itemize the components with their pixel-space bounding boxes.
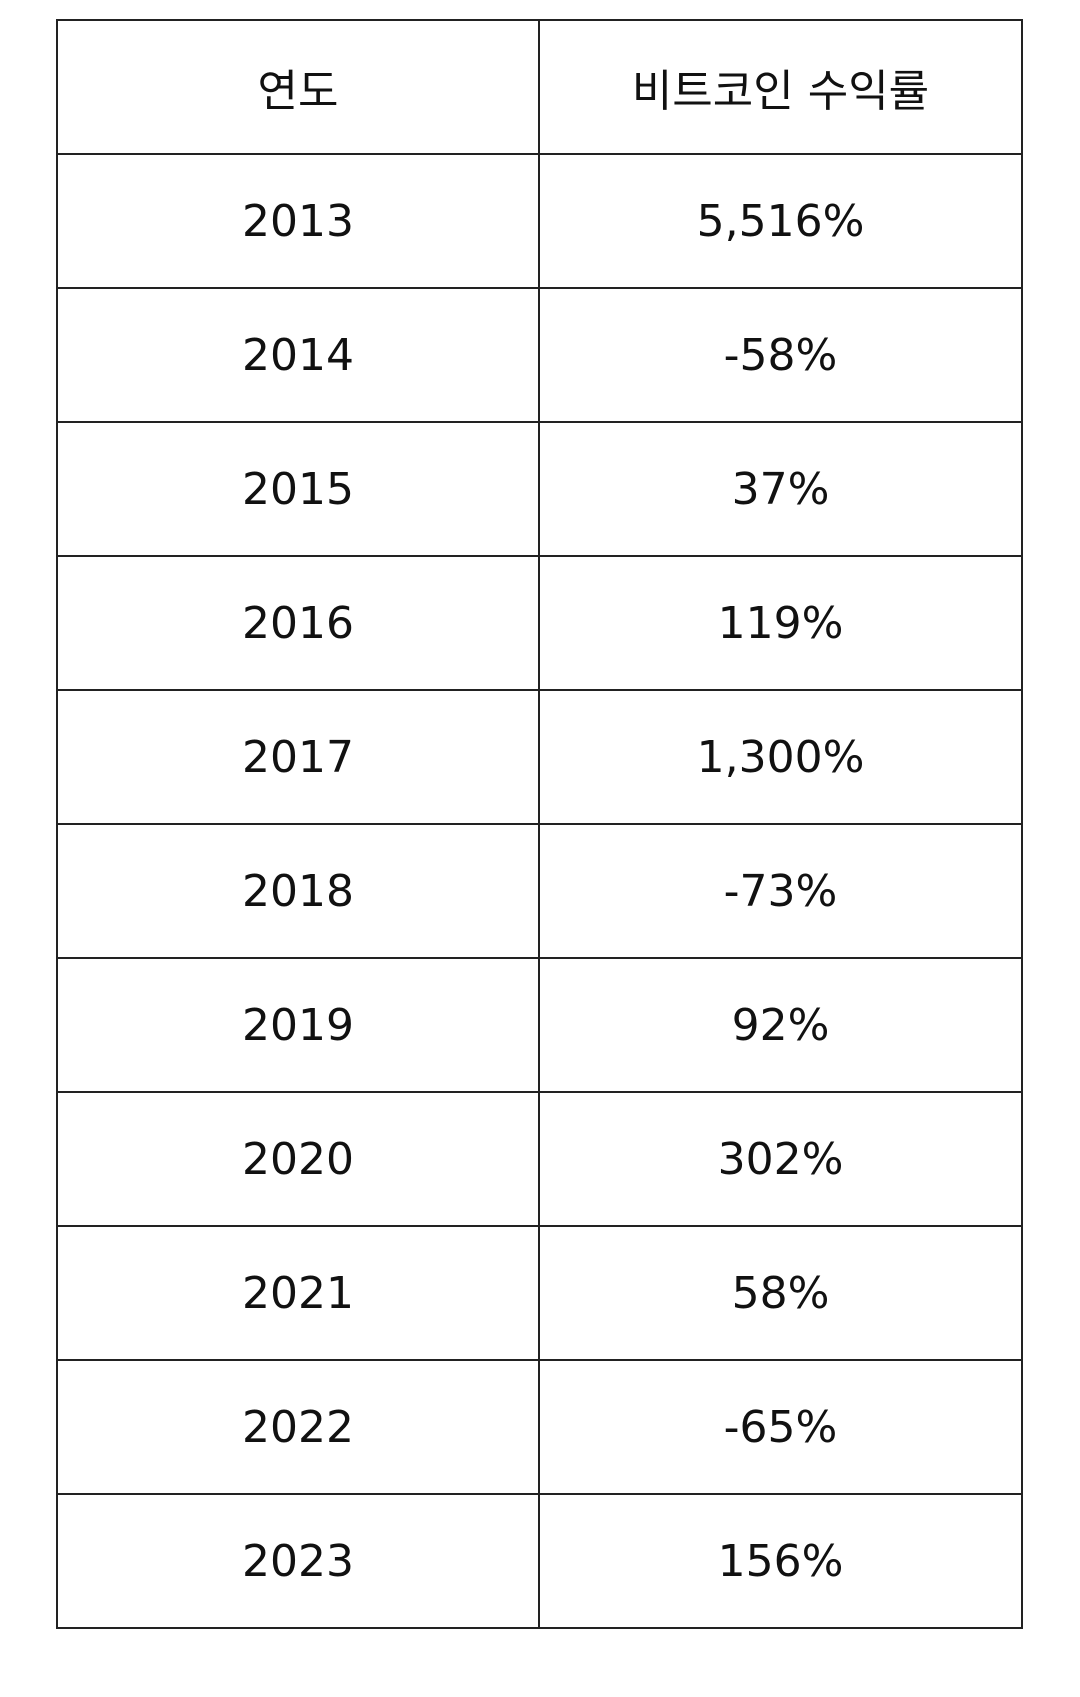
- table-row: 2018 -73%: [56, 823, 1023, 959]
- year-cell: 2022: [56, 1359, 540, 1495]
- table-row: 2017 1,300%: [56, 689, 1023, 825]
- year-cell: 2023: [56, 1493, 540, 1629]
- table-row: 2016 119%: [56, 555, 1023, 691]
- return-cell: 119%: [538, 555, 1023, 691]
- table-row: 2015 37%: [56, 421, 1023, 557]
- return-cell: 37%: [538, 421, 1023, 557]
- table-container: 연도 비트코인 수익률 2013 5,516% 2014 -58% 2015 37% 201…: [56, 19, 1023, 1629]
- table-row: 2022 -65%: [56, 1359, 1023, 1495]
- year-cell: 2015: [56, 421, 540, 557]
- return-cell: 58%: [538, 1225, 1023, 1361]
- year-cell: 2017: [56, 689, 540, 825]
- return-cell: 92%: [538, 957, 1023, 1093]
- year-cell: 2021: [56, 1225, 540, 1361]
- return-cell: 5,516%: [538, 153, 1023, 289]
- table-row: 2014 -58%: [56, 287, 1023, 423]
- table-row: 2013 5,516%: [56, 153, 1023, 289]
- return-cell: 1,300%: [538, 689, 1023, 825]
- year-cell: 2020: [56, 1091, 540, 1227]
- return-cell: -58%: [538, 287, 1023, 423]
- year-cell: 2018: [56, 823, 540, 959]
- year-cell: 2016: [56, 555, 540, 691]
- header-cell: 비트코인 수익률: [538, 19, 1023, 155]
- return-cell: 156%: [538, 1493, 1023, 1629]
- return-cell: -73%: [538, 823, 1023, 959]
- table-row: 2023 156%: [56, 1493, 1023, 1629]
- header-row: 연도 비트코인 수익률: [56, 19, 1023, 155]
- return-cell: 302%: [538, 1091, 1023, 1227]
- return-cell: -65%: [538, 1359, 1023, 1495]
- table-row: 2019 92%: [56, 957, 1023, 1093]
- year-cell: 2013: [56, 153, 540, 289]
- table-row: 2021 58%: [56, 1225, 1023, 1361]
- header-cell: 연도: [56, 19, 540, 155]
- returns-table: 연도 비트코인 수익률 2013 5,516% 2014 -58% 2015 37% 201…: [56, 19, 1023, 1629]
- table-header: 연도 비트코인 수익률: [56, 19, 1023, 155]
- table-body: 2013 5,516% 2014 -58% 2015 37% 2016 119% 2017 1,3…: [56, 153, 1023, 1629]
- year-cell: 2019: [56, 957, 540, 1093]
- table-row: 2020 302%: [56, 1091, 1023, 1227]
- year-cell: 2014: [56, 287, 540, 423]
